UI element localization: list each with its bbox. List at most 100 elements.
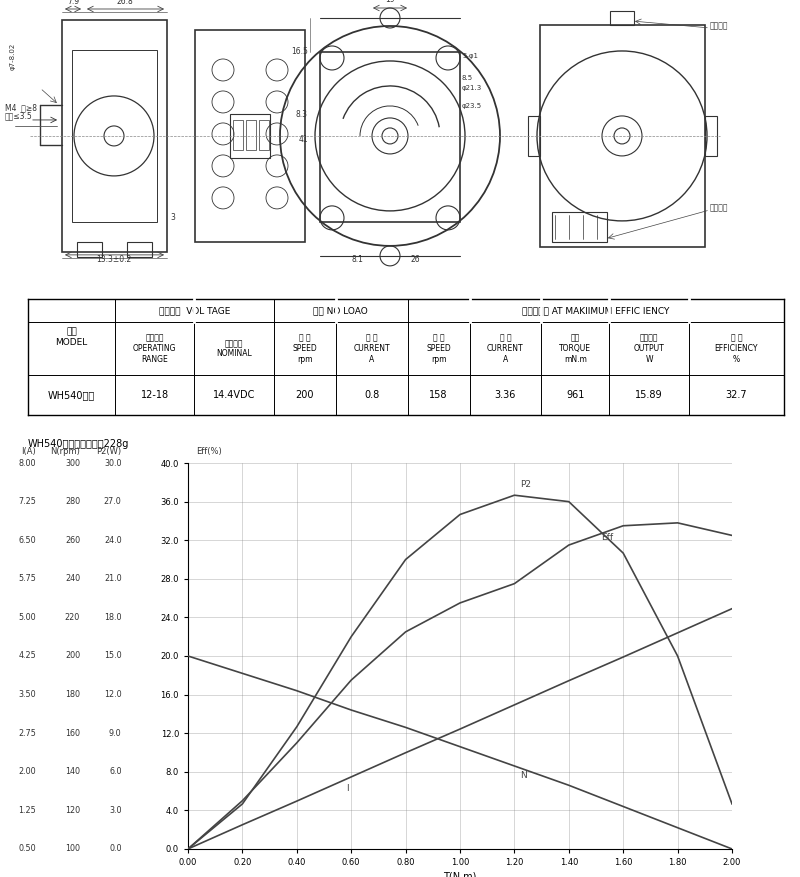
Text: I(A): I(A) [22,447,36,456]
Text: 电 流
CURRENT
A: 电 流 CURRENT A [354,334,390,364]
Bar [77,242,102,257]
Text: N(rpm): N(rpm) [50,447,80,456]
Text: 14.4VDC: 14.4VDC [213,390,255,400]
Text: 30.0: 30.0 [104,459,122,467]
Bar [320,52,460,222]
Text: 260: 260 [65,536,80,545]
Text: 5-φ1: 5-φ1 [462,53,478,59]
Text: 最大效率点 AT MAKIIMUM EFFIC IENCY: 最大效率点 AT MAKIIMUM EFFIC IENCY [522,306,670,315]
Text: P2: P2 [520,481,531,489]
Text: 1.25: 1.25 [18,806,36,815]
Text: 8.1: 8.1 [351,255,363,264]
X-axis label: T(N.m): T(N.m) [443,871,477,877]
Text: 8.5: 8.5 [462,75,473,81]
Text: 5.00: 5.00 [18,613,36,622]
Text: 3.36: 3.36 [494,390,516,400]
Text: 120: 120 [65,806,80,815]
Text: 220: 220 [65,613,80,622]
Text: 3.50: 3.50 [18,690,36,699]
Text: 100: 100 [65,845,80,853]
Text: 158: 158 [430,390,448,400]
Text: 0.50: 0.50 [18,845,36,853]
Text: 8.00: 8.00 [18,459,36,467]
Text: 160: 160 [65,729,80,738]
Text: 6.0: 6.0 [109,767,122,776]
Bar [552,212,607,242]
Text: 输出功率
OUTPUT
W: 输出功率 OUTPUT W [634,334,665,364]
Text: 2.75: 2.75 [18,729,36,738]
Text: 电 流
CURRENT
A: 电 流 CURRENT A [487,334,524,364]
Bar [233,120,243,150]
Text: 力矩
TORQUE
mN.m: 力矩 TORQUE mN.m [559,334,591,364]
Text: Eff: Eff [602,533,614,542]
Text: 140: 140 [65,767,80,776]
Bar [259,120,269,150]
Bar [610,11,634,25]
Text: Eff(%): Eff(%) [196,447,222,456]
Text: 底孔≤3.5: 底孔≤3.5 [5,111,33,120]
Text: P2(W): P2(W) [97,447,122,456]
Text: 2.00: 2.00 [18,767,36,776]
Bar [528,116,540,156]
Text: 电压范围
OPERATING
RANGE: 电压范围 OPERATING RANGE [133,334,176,364]
Text: 0.8: 0.8 [364,390,379,400]
Text: 3: 3 [170,213,175,222]
Bar [62,20,167,252]
Text: 额定电压
NOMINAL: 额定电压 NOMINAL [216,339,252,359]
Text: 转 速
SPEED
rpm: 转 速 SPEED rpm [292,334,317,364]
Text: 9.0: 9.0 [109,729,122,738]
Text: 12.0: 12.0 [104,690,122,699]
Text: 200: 200 [295,390,314,400]
Text: 8.3: 8.3 [296,111,308,119]
Text: 18.0: 18.0 [104,613,122,622]
Text: 16.5: 16.5 [291,47,308,56]
Text: 5.75: 5.75 [18,574,36,583]
Text: 41: 41 [298,135,308,145]
Text: 300: 300 [65,459,80,467]
Text: WH540地拖: WH540地拖 [48,390,95,400]
Text: 12-18: 12-18 [141,390,169,400]
Text: 空载 NO LOAO: 空载 NO LOAO [314,306,368,315]
Text: 效 率
EFFICIENCY
%: 效 率 EFFICIENCY % [714,334,758,364]
Text: 26: 26 [410,255,420,264]
Text: 280: 280 [65,497,80,506]
Text: M4  深≥8: M4 深≥8 [5,103,37,112]
Text: 961: 961 [566,390,585,400]
Text: φ7-8.02: φ7-8.02 [10,43,16,70]
Text: 型号
MODEL: 型号 MODEL [55,327,87,346]
Text: N: N [520,771,526,780]
Text: WH540地拖电机净重：228g: WH540地拖电机净重：228g [28,438,130,449]
Text: φ21.3: φ21.3 [462,85,482,91]
Text: I: I [346,784,348,794]
Bar [127,242,152,257]
Bar [540,25,705,247]
Bar [230,114,270,158]
Text: 3.0: 3.0 [109,806,122,815]
Bar [72,50,157,222]
Bar [705,116,717,156]
Text: 输入电压  VOL TAGE: 输入电压 VOL TAGE [158,306,230,315]
Text: 0.0: 0.0 [109,845,122,853]
Text: 4.25: 4.25 [18,652,36,660]
Text: 7.25: 7.25 [18,497,36,506]
Text: 电机正极: 电机正极 [710,21,729,30]
Text: 19: 19 [385,0,395,4]
Text: 27.0: 27.0 [104,497,122,506]
Bar [195,30,305,242]
Text: 6.50: 6.50 [18,536,36,545]
Text: 7.9: 7.9 [67,0,79,6]
Text: 180: 180 [65,690,80,699]
Text: 32.7: 32.7 [726,390,747,400]
Text: 240: 240 [65,574,80,583]
Text: 21.0: 21.0 [104,574,122,583]
Text: 24.0: 24.0 [104,536,122,545]
Text: 15.0: 15.0 [104,652,122,660]
Text: 26.8: 26.8 [117,0,134,6]
Text: 15.89: 15.89 [635,390,663,400]
Bar [246,120,256,150]
Text: φ23.5: φ23.5 [462,103,482,109]
Text: 200: 200 [65,652,80,660]
Text: 13.3±0.2: 13.3±0.2 [96,255,132,264]
Text: 转 速
SPEED
rpm: 转 速 SPEED rpm [426,334,451,364]
Text: 电源正极: 电源正极 [710,203,729,212]
